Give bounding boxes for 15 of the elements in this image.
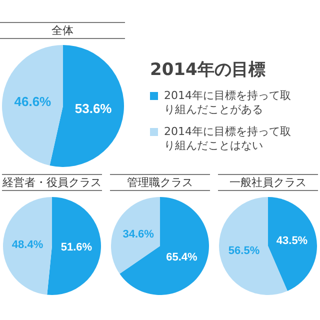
legend-title: 2014年の目標 <box>150 59 266 81</box>
data-label: 53.6% <box>74 100 112 116</box>
chart-title: 全体 <box>0 22 125 39</box>
data-label: 43.5% <box>276 235 308 248</box>
data-label: 56.5% <box>228 245 260 257</box>
chart-title: 経営者・役員クラス <box>2 174 102 191</box>
data-label: 34.6% <box>122 228 154 241</box>
legend-label: 2014年に目標を持って取り組んだことがある <box>164 89 292 117</box>
data-label: 48.4% <box>12 238 44 251</box>
chart-title: 管理職クラス <box>110 174 210 191</box>
legend-label: 2014年に目標を持って取り組んだことはない <box>164 125 292 153</box>
data-label: 46.6% <box>14 94 52 110</box>
data-label: 65.4% <box>166 251 198 264</box>
chart-title: 一般社員クラス <box>218 174 318 191</box>
data-label: 51.6% <box>60 241 92 254</box>
